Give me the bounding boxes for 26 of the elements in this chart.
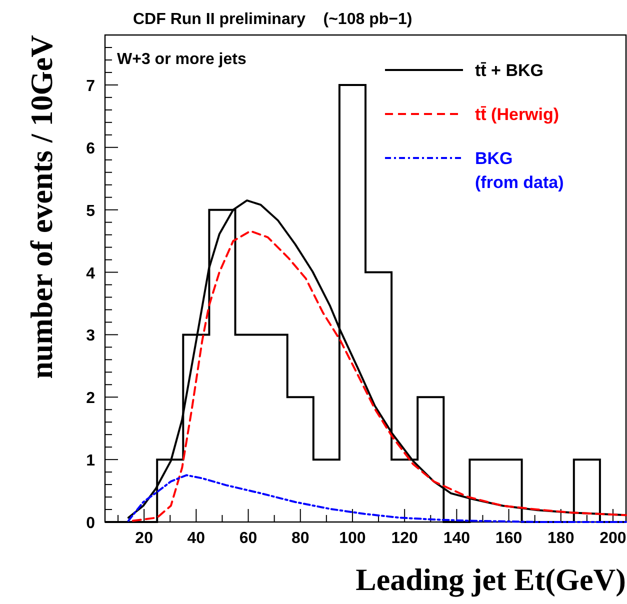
x-tick-label: 80 bbox=[291, 530, 310, 547]
x-tick-label: 100 bbox=[339, 530, 366, 547]
x-tick-label: 120 bbox=[391, 530, 418, 547]
y-tick-label: 3 bbox=[86, 328, 96, 345]
x-tick-label: 140 bbox=[443, 530, 470, 547]
y-tick-label: 5 bbox=[86, 202, 96, 220]
legend-label: BKG (from data) bbox=[475, 149, 564, 192]
y-tick-label: 2 bbox=[86, 390, 96, 408]
annotation: W+3 or more jets bbox=[117, 51, 246, 68]
x-tick-label: 60 bbox=[239, 530, 258, 547]
line-series bbox=[127, 474, 627, 523]
x-tick-label: 200 bbox=[600, 530, 626, 547]
y-axis-title: number of events / 10GeV bbox=[24, 34, 59, 379]
x-tick-label: 180 bbox=[548, 530, 574, 547]
y-tick-label: 6 bbox=[86, 140, 96, 158]
x-axis-title: Leading jet Et(GeV) bbox=[356, 562, 626, 597]
legend-label: tt̄ (Herwig) bbox=[475, 105, 560, 124]
y-tick-label: 4 bbox=[86, 265, 96, 282]
y-tick-label: 0 bbox=[86, 515, 96, 532]
x-tick-label: 40 bbox=[187, 530, 206, 547]
legend-label: tt̄ + BKG bbox=[475, 61, 544, 80]
y-tick-label: 7 bbox=[86, 78, 96, 95]
chart-title: CDF Run II preliminary (~108 pb−1) bbox=[133, 11, 412, 28]
x-tick-label: 160 bbox=[495, 530, 522, 547]
y-tick-label: 1 bbox=[86, 452, 96, 470]
x-tick-label: 20 bbox=[135, 530, 154, 547]
